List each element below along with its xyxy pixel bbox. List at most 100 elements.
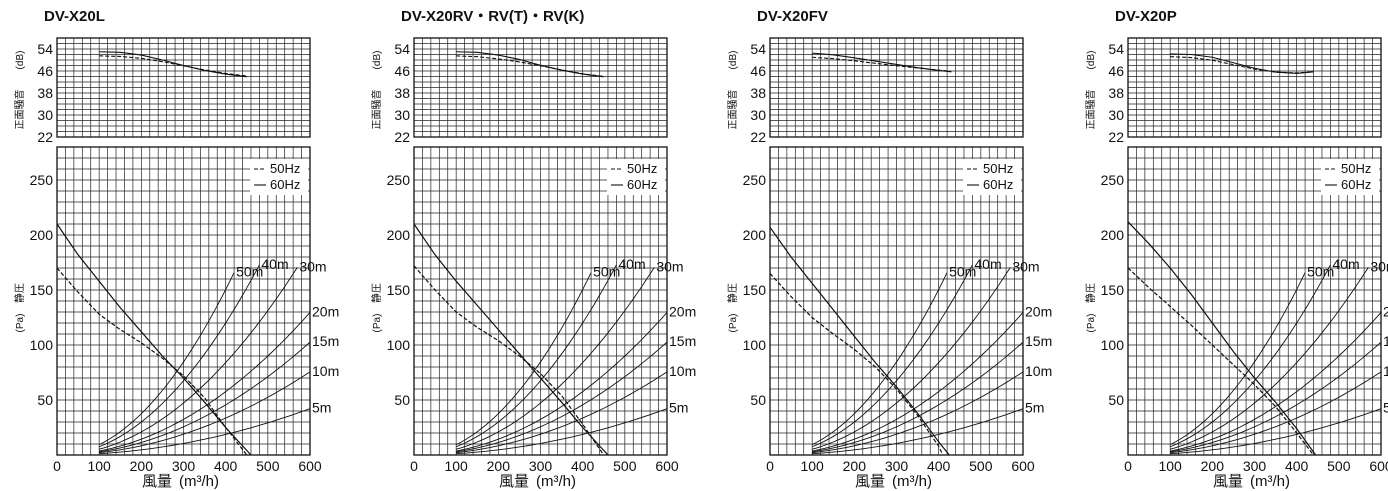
- pressure-x-tick-label: 400: [571, 458, 595, 474]
- pressure-y-tick-label: 200: [387, 227, 411, 243]
- noise-tick-label: 46: [1108, 63, 1124, 79]
- noise-tick-label: 38: [1108, 85, 1124, 101]
- noise-tick-label: 38: [394, 85, 410, 101]
- legend-label: 50Hz: [627, 161, 657, 176]
- legend-label: 60Hz: [270, 177, 300, 192]
- pressure-x-tick-label: 500: [969, 458, 993, 474]
- duct-curve: [1170, 371, 1382, 454]
- duct-curve-label: 40m: [974, 256, 1001, 272]
- duct-curve: [455, 264, 617, 448]
- pressure-x-tick-label: 600: [655, 458, 679, 474]
- duct-curve: [99, 267, 298, 450]
- pressure-x-tick-label: 400: [927, 458, 951, 474]
- duct-curve: [456, 371, 668, 454]
- duct-curve-label: 15m: [312, 333, 339, 349]
- pressure-x-tick-label: 0: [53, 458, 61, 474]
- noise-tick-label: 38: [750, 85, 766, 101]
- chart-title: DV-X20L: [44, 8, 105, 25]
- duct-curve-label: 20m: [312, 303, 339, 319]
- pressure-x-tick-label: 200: [1201, 458, 1225, 474]
- pressure-y-tick-label: 50: [394, 392, 410, 408]
- duct-curve-label: 50m: [593, 264, 620, 280]
- pressure-y-tick-label: 200: [1101, 227, 1125, 243]
- pressure-x-tick-label: 0: [766, 458, 774, 474]
- chart-panel: DV-X20FV 54 46 38 30 22 正面騒音 (dB) 50 100 150 200 250…: [726, 8, 1052, 490]
- duct-curve: [456, 312, 668, 452]
- duct-curve: [1170, 312, 1382, 452]
- pressure-x-tick-label: 600: [1011, 458, 1035, 474]
- legend-label: 60Hz: [983, 177, 1013, 192]
- noise-axis-label: 正面騒音: [13, 90, 26, 130]
- legend-label: 50Hz: [1341, 161, 1371, 176]
- duct-curve-label: 10m: [1025, 363, 1052, 379]
- legend-label: 60Hz: [1341, 177, 1371, 192]
- duct-curve-label: 15m: [1383, 333, 1388, 349]
- pressure-y-tick-label: 200: [743, 227, 767, 243]
- pressure-y-tick-label: 150: [1101, 282, 1125, 298]
- duct-curve-label: 15m: [1025, 333, 1052, 349]
- pressure-y-tick-label: 50: [1108, 392, 1124, 408]
- pressure-axis-label: 静圧: [13, 283, 26, 303]
- duct-curve: [1170, 408, 1382, 455]
- pressure-plot: 50 100 150 200 250 0 100 200 300 400 500 600 静圧 (Pa) 風…: [1084, 146, 1388, 490]
- pressure-y-tick-label: 150: [743, 282, 767, 298]
- pressure-y-tick-label: 100: [30, 337, 54, 353]
- duct-curve-label: 20m: [669, 303, 696, 319]
- duct-curve: [812, 312, 1024, 452]
- legend-background: [607, 159, 665, 195]
- noise-series-line: [1170, 56, 1314, 74]
- pressure-y-tick-label: 100: [1101, 337, 1125, 353]
- duct-curve: [99, 312, 311, 452]
- duct-curve: [1170, 341, 1382, 453]
- duct-curve-label: 5m: [669, 400, 688, 416]
- noise-axis-label: 正面騒音: [1084, 90, 1097, 130]
- noise-tick-label: 54: [1108, 41, 1124, 57]
- duct-curve-label: 50m: [1307, 264, 1334, 280]
- duct-curve-label: 30m: [299, 258, 326, 274]
- duct-curve: [812, 341, 1024, 453]
- pressure-x-tick-label: 100: [800, 458, 824, 474]
- pressure-x-tick-label: 200: [130, 458, 154, 474]
- pressure-x-tick-label: 200: [487, 458, 511, 474]
- noise-tick-label: 54: [750, 41, 766, 57]
- legend-background: [250, 159, 308, 195]
- noise-plot: 54 46 38 30 22 正面騒音 (dB): [13, 37, 311, 145]
- pressure-y-tick-label: 100: [743, 337, 767, 353]
- chart-panel: DV-X20P 54 46 38 30 22 正面騒音 (dB) 50 100 150 200 250 0…: [1084, 8, 1388, 490]
- duct-curve-label: 40m: [618, 256, 645, 272]
- pressure-y-tick-label: 250: [1101, 172, 1125, 188]
- pressure-y-tick-label: 250: [387, 172, 411, 188]
- x-axis-unit: (m³/h): [892, 473, 932, 490]
- duct-curve: [456, 341, 668, 453]
- pressure-plot: 50 100 150 200 250 0 100 200 300 400 500 600 静圧 (Pa) 風…: [13, 146, 339, 490]
- pressure-series-line: [1127, 221, 1317, 456]
- chart-panel: DV-X20L 54 46 38 30 22 正面騒音 (dB) 50 100 150 200 250 0…: [13, 8, 339, 490]
- noise-plot-frame: [769, 37, 1024, 138]
- pressure-axis-unit: (Pa): [728, 314, 739, 333]
- pressure-x-tick-label: 400: [1285, 458, 1309, 474]
- duct-curve-label: 10m: [669, 363, 696, 379]
- pressure-y-tick-label: 100: [387, 337, 411, 353]
- noise-tick-label: 22: [750, 129, 766, 145]
- noise-tick-label: 46: [37, 63, 53, 79]
- pressure-x-tick-label: 0: [410, 458, 418, 474]
- pressure-plot-frame: [413, 146, 668, 456]
- noise-axis-label: 正面騒音: [726, 90, 739, 130]
- duct-curve: [812, 408, 1024, 455]
- noise-series-line: [812, 52, 952, 73]
- noise-tick-label: 22: [1108, 129, 1124, 145]
- duct-curve: [456, 267, 655, 450]
- pressure-x-tick-label: 100: [87, 458, 111, 474]
- legend-background: [1321, 159, 1379, 195]
- legend-label: 50Hz: [983, 161, 1013, 176]
- pressure-y-tick-label: 150: [387, 282, 411, 298]
- legend-background: [963, 159, 1021, 195]
- pressure-x-tick-label: 300: [1243, 458, 1267, 474]
- pressure-x-tick-label: 300: [529, 458, 553, 474]
- pressure-axis-unit: (Pa): [15, 314, 26, 333]
